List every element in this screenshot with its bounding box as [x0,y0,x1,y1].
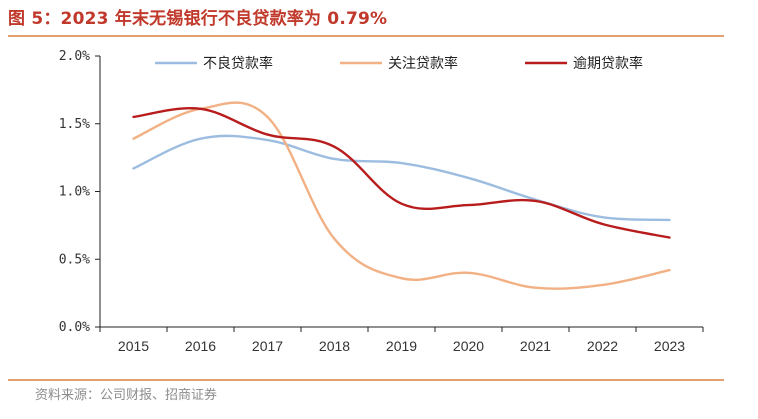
footer-rule [8,379,724,381]
legend-overdue-rate: 逾期贷款率 [525,55,643,72]
x-tick-label: 2021 [520,338,551,354]
x-tick-label: 2016 [185,338,216,354]
legend-label: 关注贷款率 [388,55,458,72]
y-tick-label: 1.0% [59,185,90,200]
title-rule [8,35,724,37]
x-tick-label: 2018 [319,338,350,354]
chart-lines [132,101,671,290]
x-tick-label: 2017 [252,338,283,354]
legend-npl-rate: 不良贷款率 [155,55,273,72]
x-tick-label: 2023 [654,338,685,354]
chart-axes: 0.0% 0.5% 1.0% 1.5% 2.0% 2015 2016 2017 2018 2019… [59,49,704,354]
figure-title: 图 5：2023 年末无锡银行不良贷款率为 0.79% [8,9,388,29]
overdue-rate-line [132,107,671,239]
special-mention-rate-line [132,101,671,290]
legend-special-mention-rate: 关注贷款率 [340,55,458,72]
y-tick-label: 0.5% [59,252,90,267]
legend-label: 不良贷款率 [203,55,273,72]
x-tick-label: 2015 [118,338,149,354]
x-tick-label: 2022 [587,338,618,354]
npl-rate-line [132,134,671,222]
y-tick-label: 0.0% [59,320,90,335]
y-tick-label: 1.5% [59,117,90,132]
x-tick-label: 2019 [386,338,417,354]
chart-legend: 不良贷款率 关注贷款率 逾期贷款率 [155,55,643,72]
x-tick-label: 2020 [453,338,484,354]
source-note: 资料来源：公司财报、招商证券 [35,388,218,403]
legend-label: 逾期贷款率 [573,55,643,72]
y-tick-label: 2.0% [59,49,90,64]
